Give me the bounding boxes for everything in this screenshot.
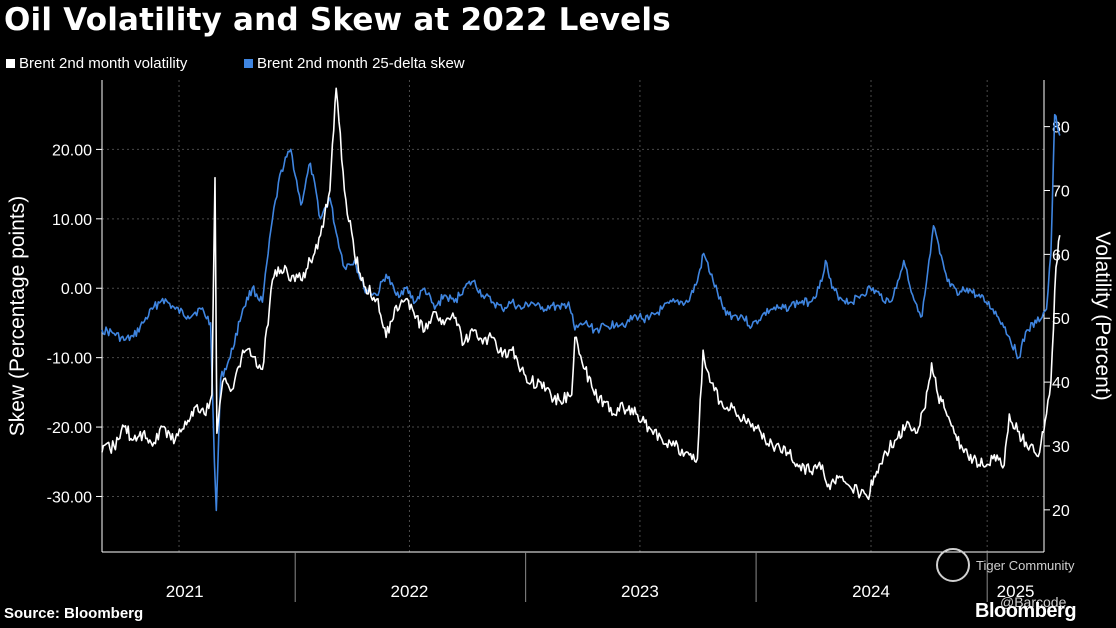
chart-title: Oil Volatility and Skew at 2022 Levels bbox=[4, 2, 671, 38]
tiger-logo-icon bbox=[936, 548, 970, 582]
legend-item-skew: Brent 2nd month 25-delta skew bbox=[244, 55, 465, 72]
x-tick-label: 2021 bbox=[166, 582, 204, 601]
x-tick-label: 2024 bbox=[852, 582, 890, 601]
y-right-tick-label: 40 bbox=[1052, 375, 1070, 392]
legend-label-skew: Brent 2nd month 25-delta skew bbox=[257, 55, 465, 72]
y-left-axis-title: Skew (Percentage points) bbox=[6, 196, 29, 436]
x-tick-label: 2025 bbox=[997, 582, 1035, 601]
watermark-tiger-community: Tiger Community bbox=[976, 558, 1075, 573]
volatility-series-line bbox=[101, 87, 1061, 501]
watermark-handle: @Barcode bbox=[1000, 594, 1067, 610]
source-note: Source: Bloomberg bbox=[4, 605, 144, 622]
x-tick-label: 2023 bbox=[621, 582, 659, 601]
y-left-tick-label: 0.00 bbox=[61, 281, 92, 298]
y-right-tick-label: 20 bbox=[1052, 503, 1070, 520]
y-right-tick-label: 30 bbox=[1052, 439, 1070, 456]
legend-swatch-skew bbox=[244, 59, 253, 68]
y-right-axis-title: Volatility (Percent) bbox=[1091, 231, 1114, 400]
y-right-tick-label: 50 bbox=[1052, 311, 1070, 328]
y-left-tick-label: 10.00 bbox=[52, 212, 92, 229]
legend-swatch-volatility bbox=[6, 59, 15, 68]
bloomberg-logo: Bloomberg bbox=[975, 600, 1077, 622]
y-left-tick-label: 20.00 bbox=[52, 142, 92, 159]
legend-item-volatility: Brent 2nd month volatility bbox=[6, 55, 187, 72]
y-left-tick-label: -10.00 bbox=[47, 351, 92, 368]
y-left-tick-label: -20.00 bbox=[47, 420, 92, 437]
skew-series-line bbox=[101, 113, 1061, 512]
y-right-tick-label: 60 bbox=[1052, 247, 1070, 264]
x-tick-label: 2022 bbox=[391, 582, 429, 601]
y-right-tick-label: 70 bbox=[1052, 183, 1070, 200]
y-left-tick-label: -30.00 bbox=[47, 489, 92, 506]
legend-label-volatility: Brent 2nd month volatility bbox=[19, 55, 188, 72]
